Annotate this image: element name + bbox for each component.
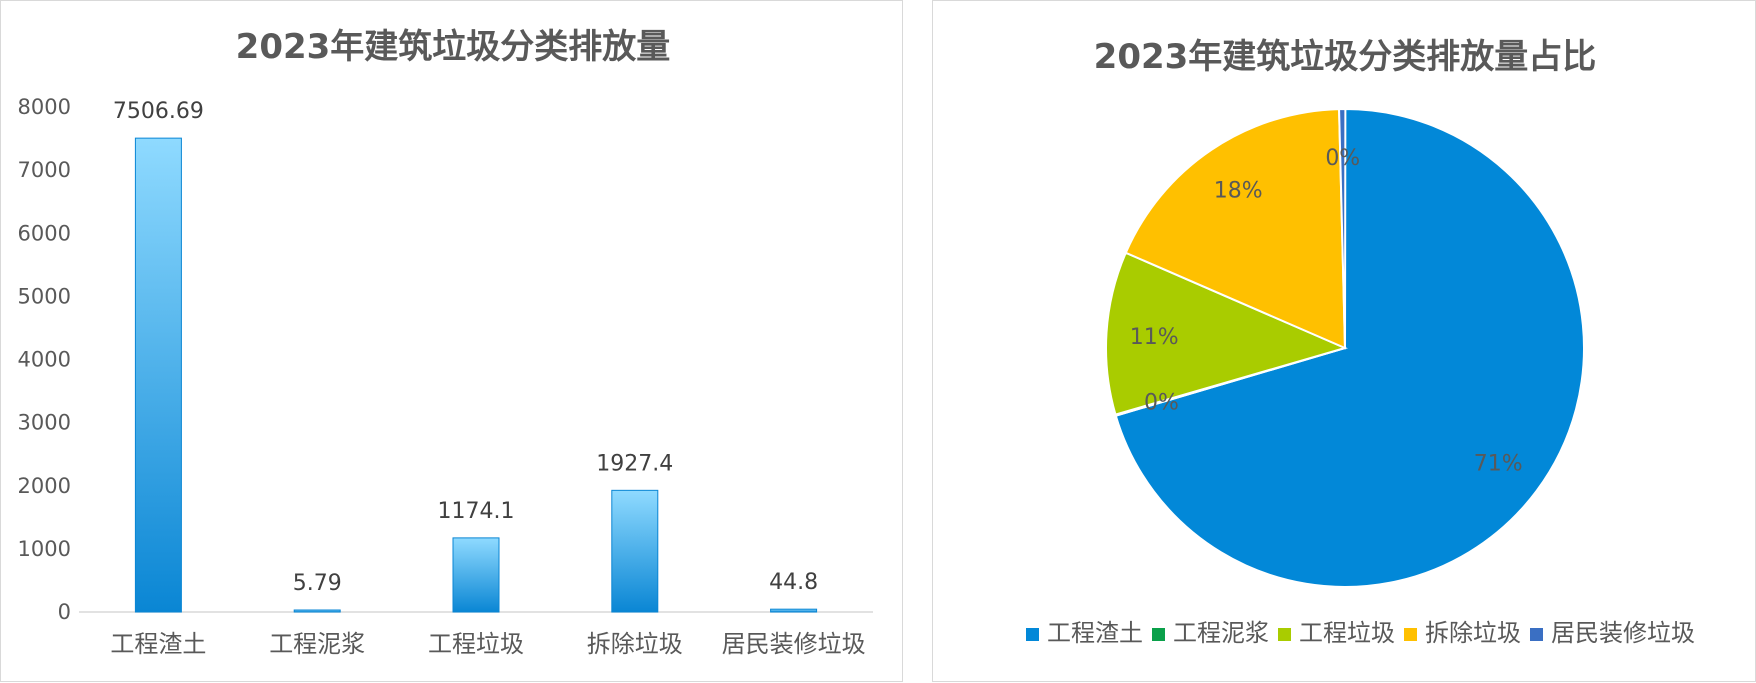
bar-data-label: 1927.4 xyxy=(596,451,673,476)
pie-chart-panel: 2023年建筑垃圾分类排放量占比 71% 0% 11% 18% 0% 工程渣土 工程泥浆 工… xyxy=(932,0,1756,682)
bar xyxy=(452,537,500,613)
legend-swatch xyxy=(1152,628,1165,641)
pie-slice xyxy=(1114,107,1585,588)
bar-data-label: 44.8 xyxy=(769,570,818,595)
bar xyxy=(770,608,818,613)
legend-item: 工程垃圾 xyxy=(1278,619,1395,647)
y-tick-label: 7000 xyxy=(18,158,71,182)
y-tick-label: 0 xyxy=(58,600,71,624)
pie-percent-label: 0% xyxy=(1325,146,1360,171)
pie-slice xyxy=(1338,107,1347,349)
y-tick-label: 3000 xyxy=(18,411,71,435)
bar-data-label: 7506.69 xyxy=(113,99,204,124)
x-category-label: 工程渣土 xyxy=(110,630,206,658)
legend-item: 工程泥浆 xyxy=(1152,619,1269,647)
pie-percent-label: 71% xyxy=(1474,451,1523,476)
bar-data-label: 5.79 xyxy=(293,571,342,596)
bar-data-label: 1174.1 xyxy=(438,499,515,524)
bar xyxy=(134,137,182,613)
legend-item: 居民装修垃圾 xyxy=(1530,619,1695,647)
y-tick-label: 5000 xyxy=(18,284,71,308)
legend-swatch xyxy=(1026,628,1039,641)
pie-chart: 2023年建筑垃圾分类排放量占比 71% 0% 11% 18% 0% 工程渣土 工程泥浆 工… xyxy=(1026,37,1695,647)
legend-swatch xyxy=(1404,628,1417,641)
x-category-label: 工程垃圾 xyxy=(428,630,524,658)
legend-item: 工程渣土 xyxy=(1026,619,1143,647)
y-tick-label: 4000 xyxy=(18,348,71,372)
legend-label: 工程渣土 xyxy=(1047,619,1143,647)
legend-label: 拆除垃圾 xyxy=(1425,619,1521,647)
bar-chart-title: 2023年建筑垃圾分类排放量 xyxy=(236,27,671,67)
pie-chart-title: 2023年建筑垃圾分类排放量占比 xyxy=(1094,37,1597,77)
pie-percent-label: 18% xyxy=(1214,178,1263,203)
x-category-label: 拆除垃圾 xyxy=(587,630,683,658)
pie-slice xyxy=(1105,251,1348,416)
legend-swatch xyxy=(1530,628,1543,641)
bar-chart-panel: 2023年建筑垃圾分类排放量 0 1000 2000 3000 4000 5000 6000… xyxy=(0,0,903,682)
legend-item: 拆除垃圾 xyxy=(1404,619,1521,647)
legend-label: 工程泥浆 xyxy=(1173,619,1269,647)
y-tick-label: 1000 xyxy=(18,537,71,561)
bar xyxy=(611,489,659,613)
legend-swatch xyxy=(1278,628,1291,641)
legend-label: 工程垃圾 xyxy=(1299,619,1395,647)
bar xyxy=(293,609,341,613)
pie-slice xyxy=(1124,108,1347,350)
y-tick-label: 8000 xyxy=(18,95,71,119)
x-category-label: 工程泥浆 xyxy=(269,630,365,658)
bar-chart: 2023年建筑垃圾分类排放量 0 1000 2000 3000 4000 5000 6000… xyxy=(18,27,873,658)
pie-percent-label: 11% xyxy=(1130,325,1179,350)
x-category-label: 居民装修垃圾 xyxy=(722,630,866,658)
y-tick-label: 6000 xyxy=(18,221,71,245)
pie-percent-label: 0% xyxy=(1144,391,1179,416)
y-tick-label: 2000 xyxy=(18,474,71,498)
legend-label: 居民装修垃圾 xyxy=(1551,619,1695,647)
